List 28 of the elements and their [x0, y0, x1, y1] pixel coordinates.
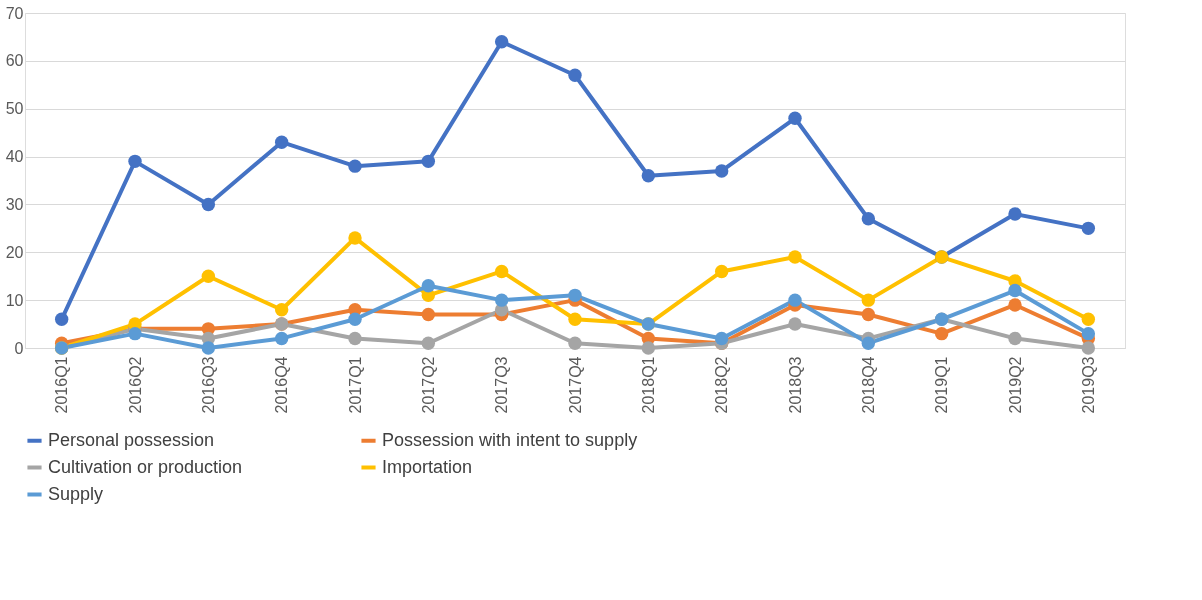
y-tick-label: 20: [5, 243, 24, 261]
legend-label: Supply: [48, 483, 104, 504]
x-tick-label: 2018Q3: [786, 356, 804, 414]
y-tick-label: 30: [5, 195, 24, 213]
y-tick-label: 50: [5, 100, 24, 118]
legend-label: Possession with intent to supply: [382, 429, 638, 450]
x-tick-label: 2019Q1: [933, 356, 951, 414]
x-tick-label: 2017Q3: [493, 356, 511, 414]
x-tick-label: 2017Q2: [419, 356, 437, 414]
x-tick-label: 2019Q2: [1006, 356, 1024, 414]
x-tick-label: 2016Q1: [53, 356, 71, 414]
legend-label: Cultivation or production: [48, 456, 243, 477]
x-tick-label: 2017Q4: [566, 356, 584, 414]
x-tick-label: 2017Q1: [346, 356, 364, 414]
x-tick-label: 2018Q1: [639, 356, 657, 414]
legend-label: Importation: [382, 456, 473, 477]
y-tick-label: 10: [5, 291, 24, 309]
x-tick-label: 2016Q3: [199, 356, 217, 414]
x-tick-label: 2019Q3: [1079, 356, 1097, 414]
y-tick-label: 0: [14, 339, 24, 357]
y-tick-label: 70: [5, 4, 24, 22]
y-tick-label: 40: [5, 148, 24, 166]
x-tick-label: 2016Q2: [126, 356, 144, 414]
x-tick-label: 2018Q4: [859, 356, 877, 414]
legend-label: Personal possession: [48, 429, 215, 450]
x-tick-label: 2018Q2: [713, 356, 731, 414]
x-tick-label: 2016Q4: [273, 356, 291, 414]
y-tick-label: 60: [5, 52, 24, 70]
